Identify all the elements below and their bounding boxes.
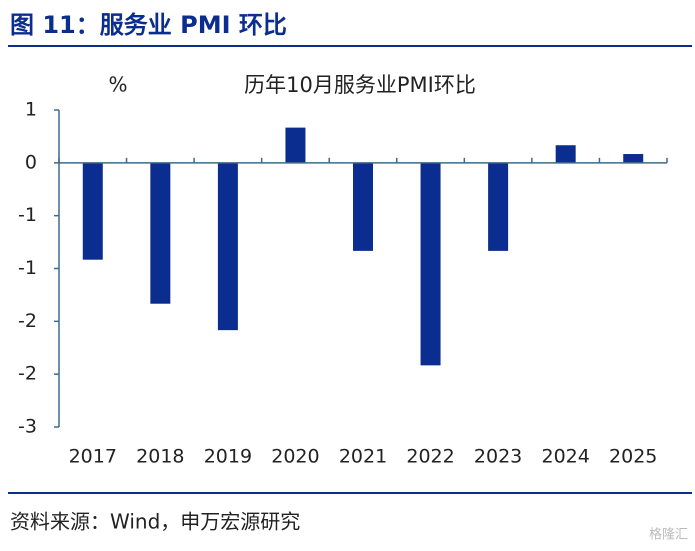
chart-title: 历年10月服务业PMI环比 xyxy=(244,73,476,97)
x-tick-label: 2019 xyxy=(204,446,252,468)
bar xyxy=(82,162,103,260)
x-tick-label: 2020 xyxy=(271,446,319,468)
y-tick-label: -3 xyxy=(18,416,37,438)
bar xyxy=(555,145,576,163)
bar xyxy=(353,162,373,251)
watermark: 格隆汇 xyxy=(649,527,688,543)
x-tick-label: 2021 xyxy=(339,446,387,468)
x-tick-label: 2017 xyxy=(69,446,117,468)
y-tick-label: 1 xyxy=(25,99,37,121)
x-tick-label: 2018 xyxy=(136,446,184,468)
x-tick-label: 2023 xyxy=(474,446,522,468)
bar xyxy=(285,127,306,163)
figure-title: 图 11：服务业 PMI 环比 xyxy=(10,11,287,39)
y-tick-label: -1 xyxy=(18,204,37,226)
y-tick-label: -2 xyxy=(18,363,37,385)
bar xyxy=(150,162,171,304)
bar xyxy=(488,162,509,251)
x-tick-label: 2024 xyxy=(541,446,589,468)
bar xyxy=(420,162,441,366)
x-tick-label: 2025 xyxy=(609,446,657,468)
bar xyxy=(623,154,644,163)
y-tick-label: -1 xyxy=(18,257,37,279)
y-axis-unit: % xyxy=(108,73,127,97)
y-tick-label: -2 xyxy=(18,310,37,332)
x-tick-label: 2022 xyxy=(406,446,454,468)
y-tick-label: 0 xyxy=(25,151,37,173)
source: 资料来源：Wind，申万宏源研究 xyxy=(10,510,300,534)
bar xyxy=(217,162,238,331)
